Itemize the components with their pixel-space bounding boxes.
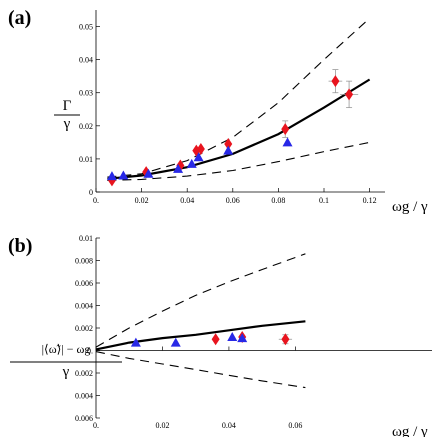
chart-panel-a: 0. 0.02 0.04 0.06 0.08 0.1 0.12 0 0.01 0.02 0.03 0.… [8,7,428,215]
y-tick-label: 0.006 [75,279,93,288]
x-axis-label: ωg / γ [392,424,428,437]
x-tick-label: 0.08 [271,196,285,205]
y-tick-label: 0.05 [79,23,93,32]
data-point-triangle [130,337,141,347]
data-point-triangle [282,137,293,147]
data-point-triangle [227,332,238,341]
y-tick-label: 0.04 [79,56,93,65]
x-axis-label: ωg / γ [392,199,428,215]
y-tick-label: 0.004 [75,392,93,401]
x-tick-label: 0. [93,421,99,430]
y-tick-label: 0. [87,347,93,356]
data-point-triangle [143,168,154,178]
y-tick-label: 0.008 [75,257,93,266]
bound-curve-dashed [107,141,370,181]
y-tick-label: 0.01 [79,155,93,164]
data-point-diamond [331,75,340,88]
y-axis-label-denominator: γ [62,364,70,380]
theory-curve [95,320,306,351]
data-point-triangle [173,163,184,173]
x-tick-label: 0.04 [180,196,194,205]
y-axis-label-numerator: |⟨ω̃⟩| − ωg [42,342,91,356]
data-point-triangle [223,145,234,155]
chart-panel-b: 0. 0.02 0.04 0.06 0.01 0.008 0.006 0.004 0.002 0.… [8,234,432,437]
y-tick-label: 0.002 [75,324,93,333]
y-tick-label: 0.002 [75,369,93,378]
theory-curve [107,78,371,180]
x-tick-label: 0.02 [155,421,169,430]
x-tick-label: 0.06 [226,196,240,205]
panel-label: (b) [8,235,32,257]
data-point-triangle [186,158,197,168]
data-point-triangle [170,337,181,347]
y-tick-label: 0.03 [79,89,93,98]
data-point-diamond [345,88,354,101]
x-tick-label: 0.1 [319,196,329,205]
data-point-diamond [281,333,290,346]
bound-curve-dashed [95,253,306,348]
data-point-diamond [281,123,290,136]
y-tick-label: 0.004 [75,302,93,311]
data-point-triangle [118,170,129,180]
y-axis-label-denominator: γ [63,116,71,132]
x-tick-label: 0.06 [288,421,302,430]
y-tick-label: 0.01 [79,234,93,243]
x-tick-label: 0.02 [135,196,149,205]
bound-curve-dashed [95,351,306,389]
y-axis-label-numerator: Γ [63,98,72,114]
y-tick-label: 0.02 [79,122,93,131]
data-point-triangle [106,171,117,181]
x-tick-label: 0. [93,196,99,205]
data-point-triangle [237,333,248,343]
bound-curve-dashed [107,17,370,178]
data-point-diamond [211,333,220,346]
x-tick-label: 0.12 [363,196,377,205]
x-tick-label: 0.04 [222,421,236,430]
data-point-diamond [196,142,205,155]
panel-label: (a) [8,7,31,29]
y-tick-label: 0.006 [75,414,93,423]
data-point-triangle [193,152,204,162]
data-point-diamond [224,138,233,151]
y-tick-label: 0 [89,188,93,197]
